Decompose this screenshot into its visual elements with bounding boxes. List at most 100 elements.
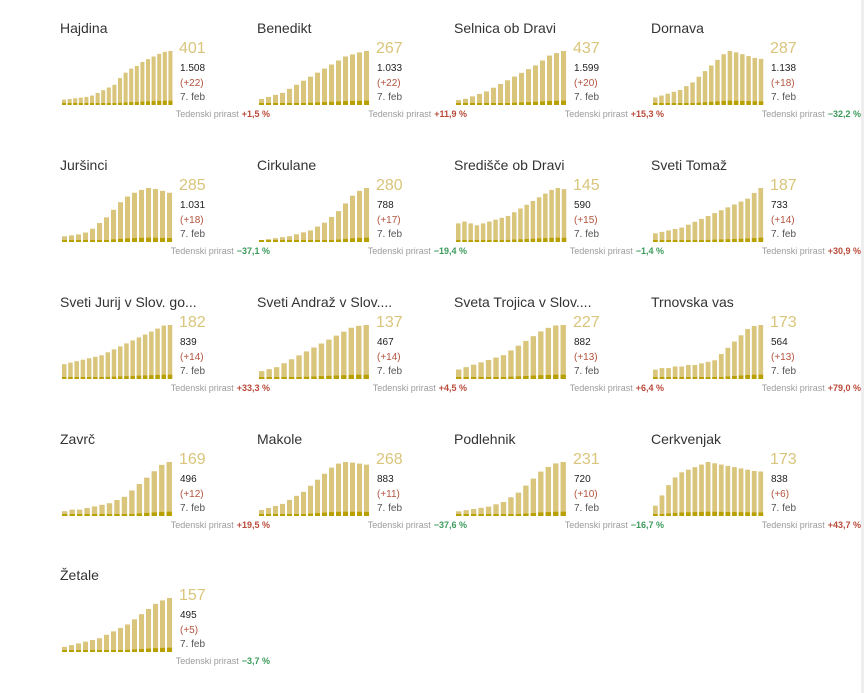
bar [139,189,145,242]
date-label: 7. feb [771,92,797,103]
bar [118,627,124,652]
bar [718,210,724,242]
bar [666,368,671,379]
daily-bar [266,514,272,516]
bar [160,600,166,652]
bar [692,467,698,516]
active-count: 268 [376,451,403,468]
daily-bar [160,647,166,652]
daily-change: (+18) [180,215,204,226]
daily-change: (+14) [377,352,401,363]
daily-bar [118,102,123,105]
daily-bar [280,514,286,516]
daily-bar [515,514,522,516]
daily-bar [99,514,105,516]
daily-bar [78,103,83,105]
bar [69,509,75,516]
bar [758,325,764,379]
bar [553,463,559,516]
daily-bar [294,514,300,516]
weekly-growth: Tedenski prirast +4,5 % [373,383,467,393]
daily-bar [281,377,287,379]
bar [512,76,518,105]
bar [545,327,551,379]
daily-bar [456,103,462,105]
date-label: 7. feb [180,503,206,514]
daily-bar [540,101,546,105]
weekly-growth: Tedenski prirast +1,5 % [176,109,270,119]
bar [144,477,150,516]
bar [336,463,342,516]
daily-bar [478,514,484,516]
daily-bar [671,103,677,105]
daily-bar [322,102,328,105]
municipality-title: Dornava [651,20,704,36]
daily-bar [111,239,117,242]
daily-bar [114,514,120,516]
daily-bar [104,240,110,242]
daily-bar [341,375,347,379]
bar [167,192,173,242]
bar [474,225,480,242]
bar [671,91,677,105]
daily-bar [287,514,293,516]
bar [167,598,173,652]
bar [259,98,265,105]
bar [118,78,123,105]
weekly-growth-value: −37,1 % [236,246,270,256]
bar [287,236,293,242]
bar [155,328,160,379]
bar [153,188,159,242]
weekly-growth-value: +6,4 % [635,383,664,393]
bar [106,503,113,516]
daily-bar [157,100,162,105]
daily-bar [69,240,75,242]
daily-bar [93,377,98,379]
daily-bar [80,377,86,379]
daily-bar [166,511,172,516]
daily-bar [523,513,529,516]
bar [322,68,328,105]
daily-bar [508,376,514,379]
daily-bar [685,377,691,379]
daily-bar [515,376,522,379]
bar [456,100,462,105]
daily-bar [266,103,272,105]
weekly-growth-label: Tedenski prirast [170,520,234,530]
bar [690,82,695,105]
bar [308,485,314,516]
daily-bar [294,103,300,105]
bar [350,54,356,105]
weekly-growth-value: −3,7 % [241,656,270,666]
daily-bar [364,100,370,105]
bar [74,361,79,379]
daily-bar [718,377,724,379]
daily-bar [536,238,542,242]
daily-bar [90,650,96,652]
bar [699,218,704,242]
bar [301,80,307,105]
daily-bar [97,650,103,652]
bar [751,471,757,516]
municipality-title: Sveti Andraž v Slov.... [257,294,393,310]
daily-bar [677,103,683,105]
daily-change: (+18) [771,78,795,89]
active-count: 231 [573,451,600,468]
date-label: 7. feb [771,366,797,377]
daily-bar [84,103,89,105]
municipality-title: Podlehnik [454,431,516,447]
bar [62,236,68,242]
scrollbar[interactable] [861,0,864,693]
cumulative-count: 882 [574,337,591,348]
bar [125,196,131,242]
daily-bar [151,512,157,516]
daily-bar [343,238,349,242]
bar [524,204,529,242]
bar [76,643,82,652]
daily-bar [363,374,369,379]
daily-bar [101,103,106,105]
daily-change: (+20) [574,78,598,89]
active-count: 280 [376,177,403,194]
daily-bar [266,377,272,379]
bar [758,58,764,105]
